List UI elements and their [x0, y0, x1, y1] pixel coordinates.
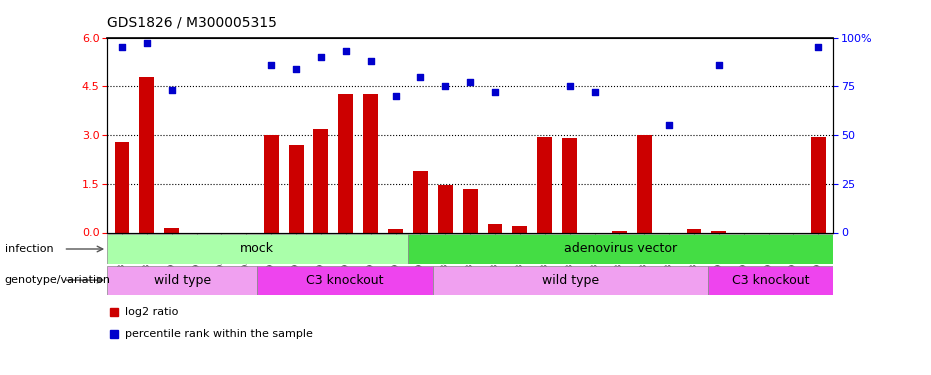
Bar — [289, 145, 304, 232]
Point — [289, 66, 304, 72]
Bar — [537, 136, 552, 232]
Bar — [512, 226, 527, 232]
Text: genotype/variation: genotype/variation — [5, 275, 111, 285]
Point — [164, 87, 179, 93]
Bar — [338, 94, 353, 232]
Text: wild type: wild type — [542, 274, 599, 286]
Point — [388, 93, 403, 99]
Bar — [562, 138, 577, 232]
Bar — [711, 231, 726, 232]
Text: GDS1826 / M300005315: GDS1826 / M300005315 — [107, 15, 277, 29]
Bar — [164, 228, 179, 232]
Point — [662, 122, 677, 128]
Text: percentile rank within the sample: percentile rank within the sample — [125, 328, 313, 339]
Bar — [363, 94, 378, 232]
Bar — [257, 266, 433, 295]
Text: infection: infection — [5, 244, 53, 254]
Point — [338, 48, 353, 54]
Text: C3 knockout: C3 knockout — [732, 274, 809, 286]
Bar — [438, 185, 452, 232]
Point — [562, 83, 577, 89]
Point — [413, 74, 428, 80]
Point — [263, 62, 278, 68]
Bar — [612, 231, 627, 232]
Point — [314, 54, 329, 60]
Bar — [413, 171, 428, 232]
Point — [587, 89, 602, 95]
Point — [488, 89, 503, 95]
Point — [811, 44, 826, 50]
Bar — [263, 135, 278, 232]
Point — [363, 58, 378, 64]
Bar — [488, 224, 503, 232]
Bar — [433, 266, 708, 295]
Point — [140, 40, 155, 46]
Bar — [388, 229, 403, 232]
Bar — [107, 234, 408, 264]
Bar — [115, 141, 129, 232]
Bar — [408, 234, 833, 264]
Bar — [686, 229, 701, 232]
Text: log2 ratio: log2 ratio — [125, 307, 179, 317]
Bar — [463, 189, 478, 232]
Text: C3 knockout: C3 knockout — [306, 274, 384, 286]
Point — [711, 62, 726, 68]
Bar — [811, 136, 826, 232]
Point — [438, 83, 452, 89]
Text: wild type: wild type — [154, 274, 210, 286]
Bar — [140, 76, 155, 232]
Point — [115, 44, 129, 50]
Bar — [708, 266, 833, 295]
Bar — [637, 135, 652, 232]
Text: mock: mock — [240, 243, 275, 255]
Bar — [107, 266, 257, 295]
Text: adenovirus vector: adenovirus vector — [564, 243, 677, 255]
Bar — [314, 129, 329, 232]
Point — [463, 80, 478, 86]
